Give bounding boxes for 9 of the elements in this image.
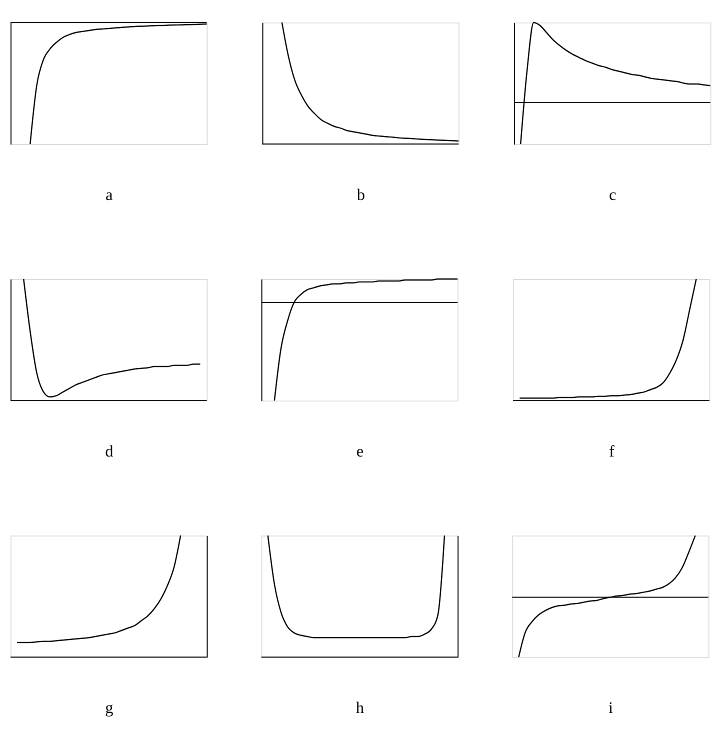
x-axis-title: g [105, 699, 114, 718]
x-axis-title: c [609, 186, 616, 204]
x-axis-title: e [356, 442, 364, 461]
x-axis-title: f [608, 442, 615, 461]
x-axis-title: b [356, 186, 365, 204]
x-axis-title: d [105, 442, 114, 461]
x-axis-title: i [608, 699, 614, 718]
x-axis-title: h [356, 699, 364, 718]
x-axis-title: a [106, 186, 113, 204]
